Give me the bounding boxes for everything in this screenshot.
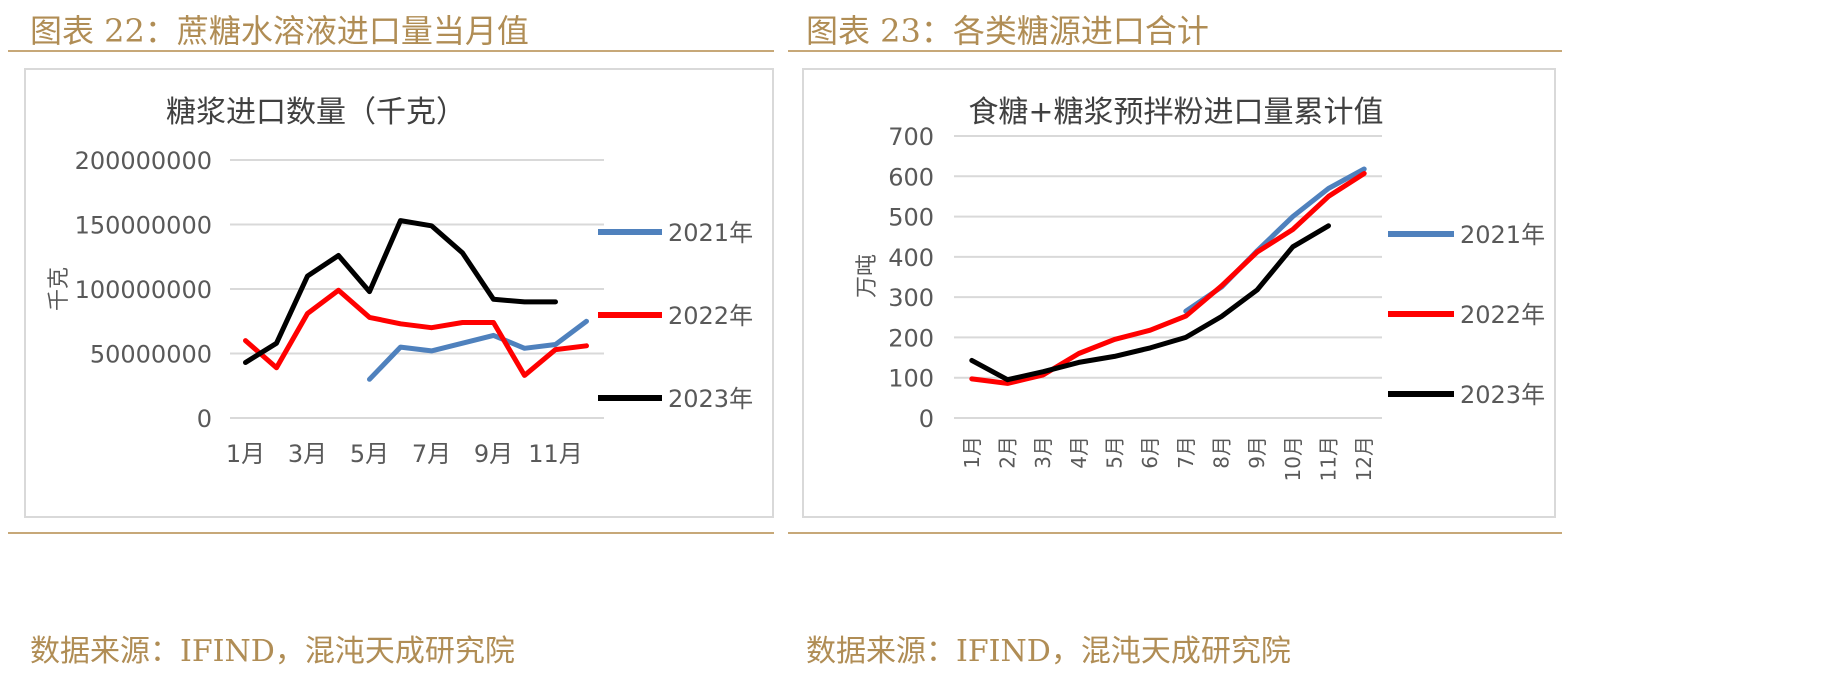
x-tick-label: 11月 (1317, 436, 1341, 481)
series-line-2022年 (243, 287, 589, 378)
x-tick-label: 5月 (350, 440, 389, 468)
legend-label: 2023年 (668, 385, 753, 413)
chart-title: 食糖+糖浆预拌粉进口量累计值 (968, 95, 1383, 130)
y-tick-label: 300 (888, 284, 934, 312)
y-tick-label: 150000000 (75, 212, 212, 240)
y-tick-label: 50000000 (90, 341, 212, 369)
chart-panel-right: 食糖+糖浆预拌粉进口量累计值 700 600 500 400 300 200 100 0 万吨 1月… (802, 68, 1556, 518)
y-axis-label: 万吨 (855, 254, 880, 298)
source-note-right: 数据来源：IFIND，混沌天成研究院 (806, 634, 1291, 669)
x-tick-label: 9月 (474, 440, 513, 468)
y-tick-label: 600 (888, 163, 934, 191)
x-tick-label: 7月 (1174, 436, 1198, 469)
legend-label: 2021年 (1460, 221, 1545, 249)
x-tick-label: 4月 (1067, 436, 1091, 469)
y-tick-label: 500 (888, 204, 934, 232)
title-rule-left (8, 50, 774, 52)
x-tick-label: 1月 (960, 436, 984, 469)
x-tick-label: 6月 (1138, 436, 1162, 469)
chart-title: 糖浆进口数量（千克） (166, 95, 466, 130)
y-tick-label: 100 (888, 365, 934, 393)
figure-title-left: 图表 22：蔗糖水溶液进口量当月值 (30, 12, 529, 50)
x-tick-label: 8月 (1210, 436, 1234, 469)
x-tick-label: 7月 (412, 440, 451, 468)
series-line-2023年 (243, 218, 558, 365)
series-line-2021年 (367, 318, 589, 382)
y-tick-label: 100000000 (75, 276, 212, 304)
legend-label: 2023年 (1460, 381, 1545, 409)
x-tick-label: 2月 (996, 436, 1020, 469)
x-tick-label: 1月 (226, 440, 265, 468)
bottom-rule-left (8, 532, 774, 534)
source-note-left: 数据来源：IFIND，混沌天成研究院 (30, 634, 515, 669)
series-line-2023年 (969, 223, 1331, 383)
y-tick-label: 200 (888, 324, 934, 352)
total-sugar-import-chart: 食糖+糖浆预拌粉进口量累计值 700 600 500 400 300 200 100 0 万吨 1月… (855, 95, 1545, 481)
y-tick-label: 0 (919, 405, 934, 433)
y-tick-label: 400 (888, 244, 934, 272)
x-tick-label: 3月 (288, 440, 327, 468)
title-rule-right (788, 50, 1562, 52)
x-tick-label: 5月 (1103, 436, 1127, 469)
y-tick-label: 0 (197, 405, 212, 433)
chart-panel-left: 糖浆进口数量（千克） 200000000 150000000 100000000 500… (24, 68, 774, 518)
legend-label: 2022年 (1460, 301, 1545, 329)
x-tick-label: 9月 (1245, 436, 1269, 469)
legend-label: 2021年 (668, 219, 753, 247)
legend-label: 2022年 (668, 302, 753, 330)
series-line-2022年 (969, 171, 1367, 386)
x-tick-label: 11月 (528, 440, 583, 468)
x-tick-label: 10月 (1281, 436, 1305, 481)
bottom-rule-right (788, 532, 1562, 534)
x-tick-label: 12月 (1352, 436, 1376, 481)
figure-title-right: 图表 23：各类糖源进口合计 (806, 12, 1209, 50)
sugar-syrup-import-chart: 糖浆进口数量（千克） 200000000 150000000 100000000 500… (47, 95, 753, 468)
y-tick-label: 200000000 (75, 147, 212, 175)
y-axis-label: 千克 (47, 267, 72, 311)
y-tick-label: 700 (888, 123, 934, 151)
x-tick-label: 3月 (1031, 436, 1055, 469)
